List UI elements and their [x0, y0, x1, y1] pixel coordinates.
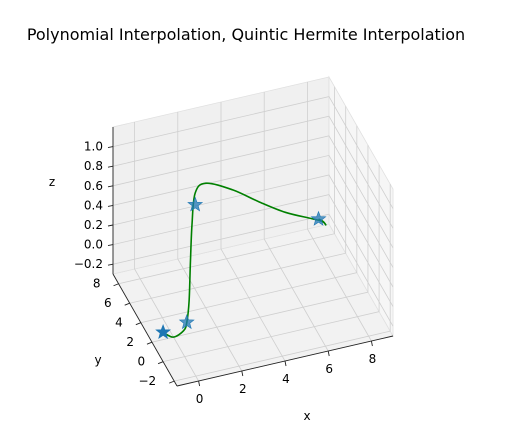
y-grid-line [174, 184, 391, 382]
z-tick-label: −0.2 [74, 257, 103, 271]
plot-area [155, 182, 327, 339]
x-tick-mark [284, 360, 287, 367]
y-tick-label: 0 [137, 355, 145, 369]
y-tick-label: 6 [104, 296, 112, 310]
x-tick-label: 2 [239, 382, 247, 396]
y-tick-mark [113, 283, 119, 287]
z-tick-mark [107, 165, 114, 168]
x-grid-line [263, 92, 329, 352]
y-tick-mark [135, 322, 141, 326]
y-tick-label: 8 [93, 277, 101, 291]
x-grid-line [220, 102, 286, 362]
z-grid-line [112, 174, 394, 288]
x-tick-label: 6 [325, 362, 333, 376]
x-grid-line [134, 122, 199, 382]
y-grid-line [151, 145, 369, 343]
data-point-star [155, 323, 172, 339]
z-tick-label: 0.8 [84, 159, 103, 173]
z-tick-label: 0.4 [84, 198, 103, 212]
x-grid-line [177, 112, 243, 372]
z-tick-mark [107, 185, 114, 188]
y-tick-mark [124, 302, 130, 306]
z-tick-mark [107, 224, 114, 227]
z-grid-line [112, 213, 394, 327]
data-point-star [187, 196, 204, 212]
y-tick-label: 4 [115, 316, 123, 330]
z-tick-mark [107, 204, 114, 207]
z-tick-mark [107, 146, 114, 149]
x-tick-label: 0 [196, 392, 204, 406]
z-grid-line [112, 135, 394, 248]
chart-title: Polynomial Interpolation, Quintic Hermit… [27, 25, 465, 44]
z-tick-label: 0.6 [84, 179, 103, 193]
y-grid-line [140, 125, 358, 324]
y-axis-label: y [94, 353, 101, 367]
z-tick-label: 0.0 [84, 238, 103, 252]
x-grid-line [306, 82, 372, 342]
z-grid-line [112, 96, 394, 209]
data-point-star [178, 314, 195, 330]
z-grid-line [112, 115, 394, 229]
z-tick-label: 0.2 [84, 218, 103, 232]
x-tick-mark [241, 370, 244, 377]
y-tick-label: −2 [139, 374, 157, 388]
y-tick-mark [146, 341, 153, 345]
x-tick-mark [198, 380, 201, 387]
x-tick-mark [327, 350, 330, 357]
z-tick-label: 1.0 [84, 140, 103, 154]
y-tick-label: 2 [126, 335, 134, 349]
z-grid-line [112, 154, 394, 268]
y-axis-line [112, 273, 178, 387]
side-pane [328, 75, 394, 338]
z-tick-mark [107, 263, 114, 266]
x-axis-label: x [303, 409, 310, 423]
y-grid-line [129, 106, 347, 304]
y-tick-mark [169, 380, 175, 384]
x-tick-label: 8 [369, 352, 377, 366]
y-grid-line [162, 164, 380, 363]
z-tick-mark [107, 244, 114, 247]
x-tick-mark [370, 340, 373, 347]
data-point-star [310, 210, 327, 226]
z-axis-label: z [49, 175, 55, 189]
x-tick-label: 4 [282, 372, 290, 386]
y-tick-mark [157, 361, 164, 365]
z-grid-line [112, 194, 394, 307]
